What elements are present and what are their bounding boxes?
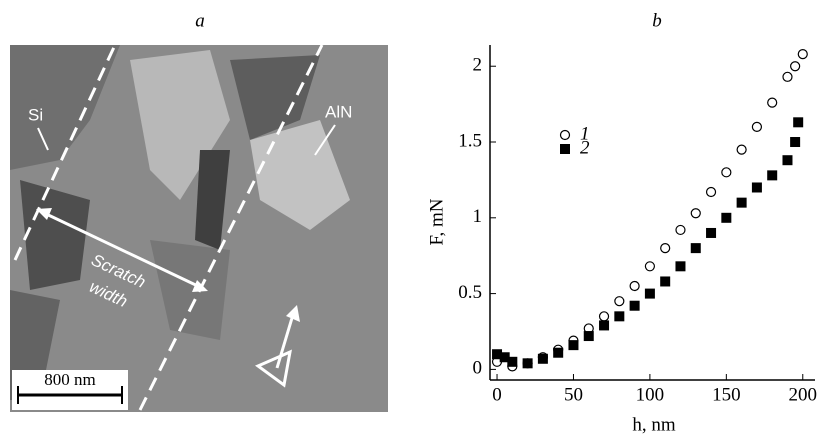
point — [537, 353, 548, 364]
y-tick-label: 2 — [473, 55, 483, 76]
point — [797, 48, 808, 60]
point — [705, 186, 717, 198]
point — [690, 243, 701, 254]
point — [736, 197, 747, 208]
point — [614, 296, 625, 307]
y-tick-label: 1 — [473, 206, 483, 227]
point — [782, 155, 793, 166]
point — [644, 288, 655, 299]
point — [675, 261, 686, 272]
point — [721, 167, 732, 178]
point — [507, 356, 518, 367]
point — [721, 212, 732, 223]
label-aln: AlN — [325, 102, 352, 121]
sem-image — [10, 44, 388, 412]
point — [660, 243, 671, 254]
x-tick-label: 150 — [712, 384, 741, 405]
point — [644, 261, 656, 272]
point — [598, 311, 610, 322]
point — [553, 347, 564, 358]
point — [790, 137, 801, 148]
x-tick-label: 0 — [492, 384, 502, 405]
point — [599, 320, 610, 331]
panel-label: b — [652, 10, 662, 31]
point — [751, 121, 763, 132]
panel-label: a — [195, 10, 205, 31]
point — [568, 340, 579, 351]
point — [793, 117, 804, 128]
point — [583, 331, 594, 342]
point — [690, 208, 701, 219]
label-si: Si — [28, 105, 43, 124]
x-axis-label: h, nm — [632, 414, 676, 435]
legend-marker — [560, 144, 570, 154]
y-tick-label: 1.5 — [458, 130, 482, 151]
y-tick-label: 0.5 — [458, 282, 482, 303]
legend-label: 2 — [580, 137, 590, 158]
point — [767, 170, 778, 181]
legend-marker — [559, 129, 571, 141]
y-tick-label: 0 — [473, 358, 483, 379]
point — [614, 311, 625, 322]
point — [767, 97, 778, 108]
point — [751, 182, 762, 193]
scale-bar-label: 800 nm — [44, 370, 95, 389]
point — [629, 280, 640, 292]
point — [499, 352, 510, 363]
point — [492, 349, 503, 360]
point — [522, 358, 533, 369]
point — [660, 276, 671, 287]
x-tick-label: 200 — [789, 384, 818, 405]
point — [782, 71, 793, 82]
point — [736, 144, 747, 155]
point — [675, 224, 686, 236]
point — [706, 227, 717, 238]
y-axis-label: F, mN — [426, 198, 447, 245]
legend-label: 1 — [580, 123, 590, 144]
x-tick-label: 100 — [636, 384, 665, 405]
x-tick-label: 50 — [564, 384, 583, 405]
point — [629, 300, 640, 311]
point — [790, 61, 801, 72]
